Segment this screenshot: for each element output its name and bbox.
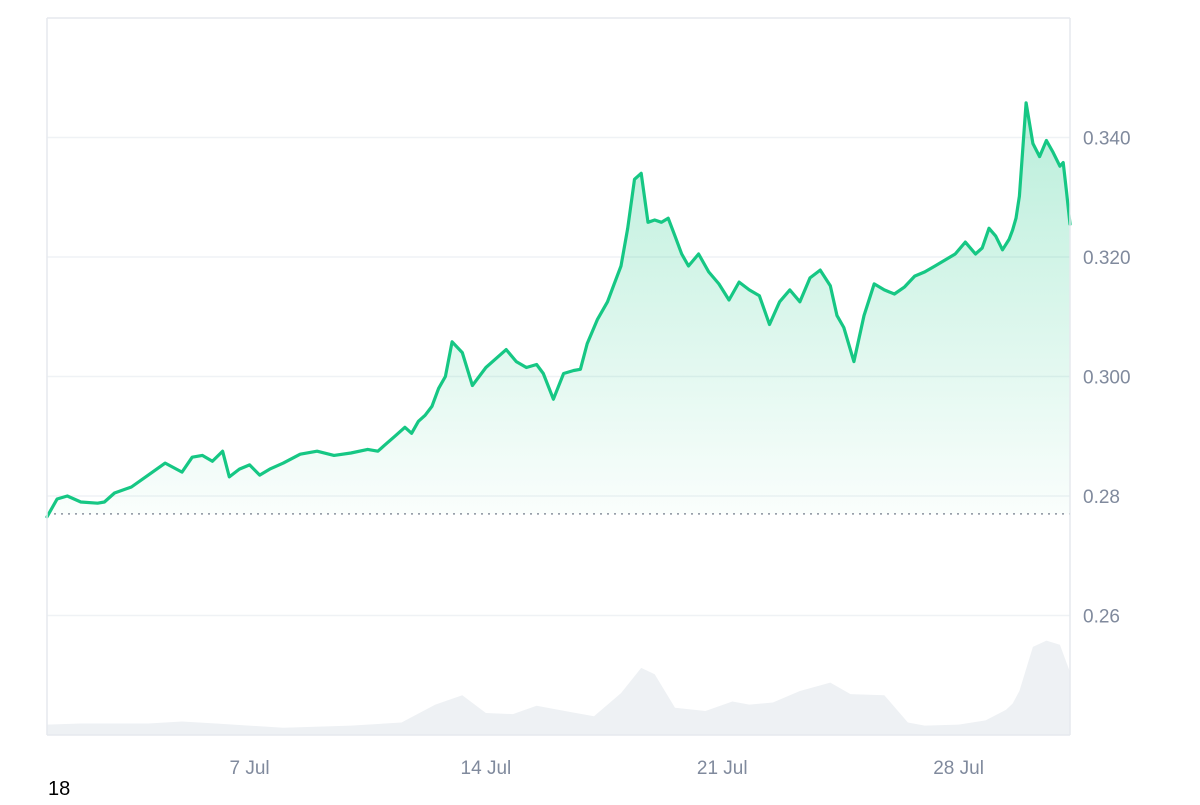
x-tick-label: 14 Jul bbox=[461, 758, 512, 779]
y-tick-label: 0.340 bbox=[1083, 129, 1131, 150]
y-axis: 0.340 0.320 0.300 0.28 0.26 bbox=[1083, 129, 1131, 628]
y-tick-label: 0.320 bbox=[1083, 248, 1131, 269]
volume-layer bbox=[47, 640, 1070, 735]
price-line[interactable] bbox=[45, 101, 1072, 519]
y-tick-label: 0.26 bbox=[1083, 607, 1120, 628]
x-axis: 7 Jul 14 Jul 21 Jul 28 Jul bbox=[230, 758, 984, 779]
line-layer bbox=[45, 101, 1072, 519]
frame-layer bbox=[46, 17, 1071, 736]
y-tick-label: 0.28 bbox=[1083, 487, 1120, 508]
x-tick-label: 21 Jul bbox=[697, 758, 748, 779]
area-layer bbox=[47, 102, 1070, 517]
corner-label: 18 bbox=[48, 778, 71, 800]
volume-area bbox=[47, 640, 1070, 735]
x-tick-label: 7 Jul bbox=[230, 758, 270, 779]
y-tick-label: 0.300 bbox=[1083, 368, 1131, 389]
price-area bbox=[47, 102, 1070, 517]
x-tick-label: 28 Jul bbox=[933, 758, 984, 779]
